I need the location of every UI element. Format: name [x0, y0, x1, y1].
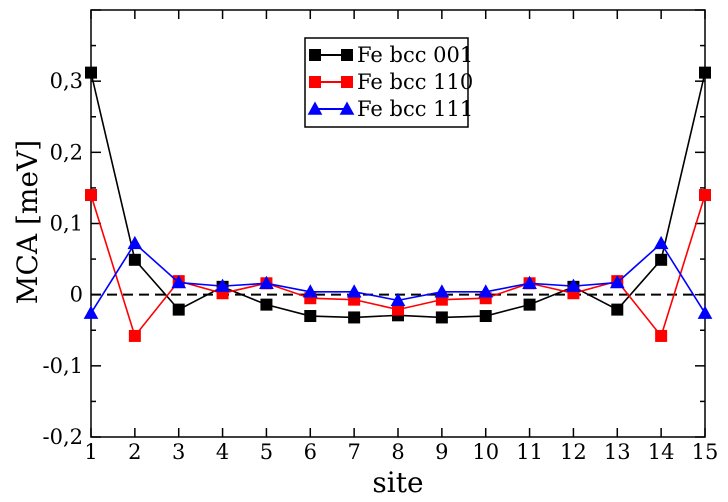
x-tick-label: 4: [216, 440, 229, 464]
data-point: [653, 235, 669, 250]
series-layer: [83, 66, 713, 342]
data-point: [85, 66, 97, 79]
data-point: [699, 189, 711, 202]
y-tick-label: -0,1: [43, 354, 84, 378]
data-point: [478, 284, 494, 298]
data-point: [390, 292, 406, 307]
x-tick-label: 8: [391, 440, 404, 464]
data-point: [83, 305, 99, 319]
y-tick-label: 0,3: [50, 69, 83, 93]
legend-marker: [341, 76, 353, 88]
x-tick-label: 12: [560, 440, 587, 464]
data-point: [259, 275, 274, 289]
legend-marker: [309, 49, 321, 61]
x-tick-label: 14: [648, 440, 675, 464]
series-fe-bcc-111: [83, 235, 713, 319]
data-point: [435, 311, 448, 324]
data-point: [128, 253, 141, 266]
y-tick-label: -0,2: [43, 425, 84, 449]
x-tick-label: 1: [84, 440, 97, 464]
legend-label: Fe bcc 110: [357, 70, 473, 94]
y-tick-label: 0,2: [50, 140, 83, 164]
y-axis-title: MCA [meV]: [11, 140, 44, 304]
legend-marker: [309, 76, 321, 88]
data-point: [348, 311, 361, 324]
legend-item: Fe bcc 111: [307, 97, 473, 121]
data-point: [611, 303, 624, 316]
data-point: [128, 329, 141, 342]
x-tick-label: 10: [472, 440, 499, 464]
data-point: [302, 284, 318, 298]
data-point: [522, 275, 537, 289]
x-tick-label: 9: [435, 440, 448, 464]
data-point: [215, 278, 230, 292]
y-tick-label: 0,1: [50, 212, 83, 236]
data-point: [127, 235, 143, 250]
data-point: [566, 278, 581, 292]
x-tick-label: 11: [516, 440, 543, 464]
legend-marker: [341, 49, 353, 61]
data-point: [171, 275, 187, 289]
axes-layer: 1 2 3 4 5 6 7 8 9 10 11 12 13 14 15-0,2-0,100,10,20,3: [43, 9, 719, 464]
x-tick-label: 3: [172, 440, 185, 464]
data-point: [85, 189, 97, 202]
data-point: [479, 310, 492, 323]
x-tick-label: 15: [692, 440, 719, 464]
legend-label: Fe bcc 111: [357, 97, 473, 121]
data-point: [699, 66, 711, 79]
data-point: [523, 298, 536, 311]
x-tick-label: 2: [128, 440, 141, 464]
data-point: [609, 275, 625, 289]
legend-label: Fe bcc 001: [357, 43, 473, 67]
y-tick-label: 0: [70, 283, 83, 307]
data-point: [304, 310, 317, 323]
data-point: [655, 253, 668, 266]
legend-marker: [339, 101, 355, 115]
legend-item: Fe bcc 110: [309, 70, 473, 94]
data-point: [346, 284, 362, 298]
x-tick-label: 6: [304, 440, 317, 464]
data-point: [655, 329, 668, 342]
x-tick-label: 5: [260, 440, 273, 464]
data-point: [697, 305, 713, 319]
x-tick-label: 7: [347, 440, 360, 464]
x-tick-label: 13: [604, 440, 631, 464]
data-point: [260, 298, 273, 311]
legend-marker: [307, 101, 323, 115]
data-point: [434, 284, 450, 298]
x-axis-title: site: [372, 466, 423, 499]
data-point: [172, 303, 185, 316]
legend: Fe bcc 001 Fe bcc 110 Fe bcc 111: [304, 37, 473, 128]
label-layer: site MCA [meV]: [11, 140, 424, 499]
legend-item: Fe bcc 001: [309, 43, 473, 67]
